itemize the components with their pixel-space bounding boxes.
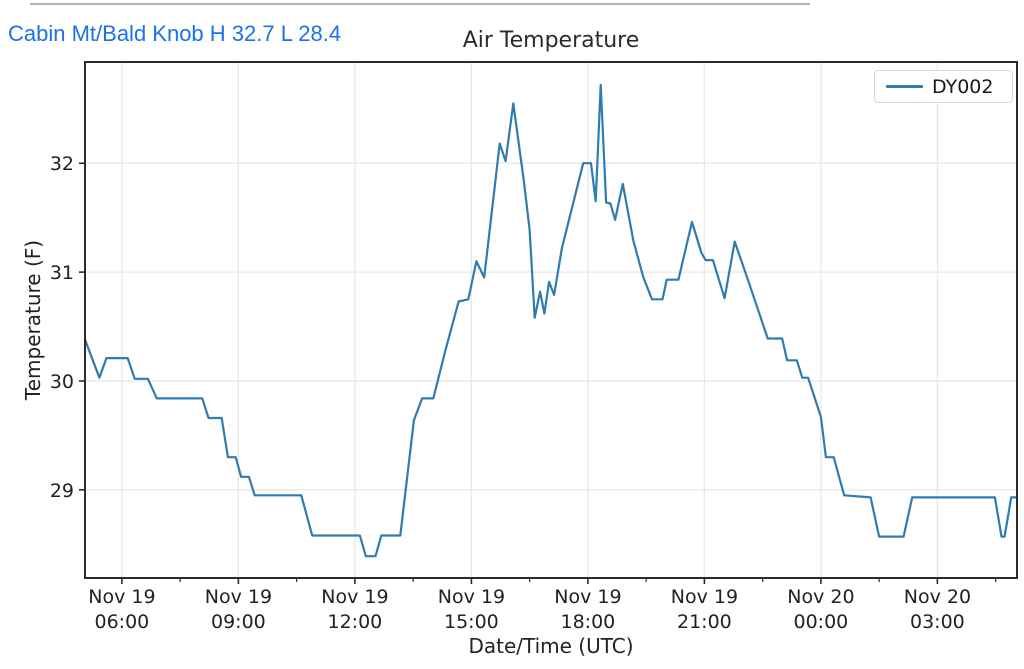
x-tick-label-date: Nov 19 bbox=[321, 586, 388, 608]
x-tick-label-date: Nov 19 bbox=[88, 586, 155, 608]
x-tick-label-time: 03:00 bbox=[910, 611, 965, 633]
series-line-dy002 bbox=[83, 83, 1019, 558]
y-tick-label: 32 bbox=[50, 153, 74, 175]
legend-box: DY002 bbox=[874, 70, 1013, 103]
x-tick-label-time: 09:00 bbox=[211, 611, 266, 633]
clipped-panel-divider bbox=[30, 3, 810, 5]
x-tick-label-time: 12:00 bbox=[328, 611, 383, 633]
x-tick-label-date: Nov 19 bbox=[554, 586, 621, 608]
x-tick-label-date: Nov 20 bbox=[787, 586, 854, 608]
x-tick-label-date: Nov 19 bbox=[671, 586, 738, 608]
x-tick-label-time: 15:00 bbox=[444, 611, 499, 633]
x-tick-label-time: 18:00 bbox=[561, 611, 616, 633]
x-tick-label-date: Nov 19 bbox=[438, 586, 505, 608]
y-tick-label: 30 bbox=[50, 371, 74, 393]
station-summary-link[interactable]: Cabin Mt/Bald Knob H 32.7 L 28.4 bbox=[8, 21, 342, 46]
y-tick-label: 29 bbox=[50, 480, 74, 502]
x-tick-label-date: Nov 19 bbox=[205, 586, 272, 608]
plot-border bbox=[84, 61, 1018, 579]
legend-series-label: DY002 bbox=[932, 75, 994, 98]
y-tick-label: 31 bbox=[50, 262, 74, 284]
legend-line-sample-icon bbox=[886, 85, 923, 88]
x-axis-label: Date/Time (UTC) bbox=[468, 634, 634, 658]
x-tick-label-date: Nov 20 bbox=[904, 586, 971, 608]
x-tick-label-time: 06:00 bbox=[95, 611, 150, 633]
chart-title: Air Temperature bbox=[462, 28, 640, 53]
x-tick-label-time: 00:00 bbox=[794, 611, 849, 633]
x-tick-label-time: 21:00 bbox=[677, 611, 732, 633]
